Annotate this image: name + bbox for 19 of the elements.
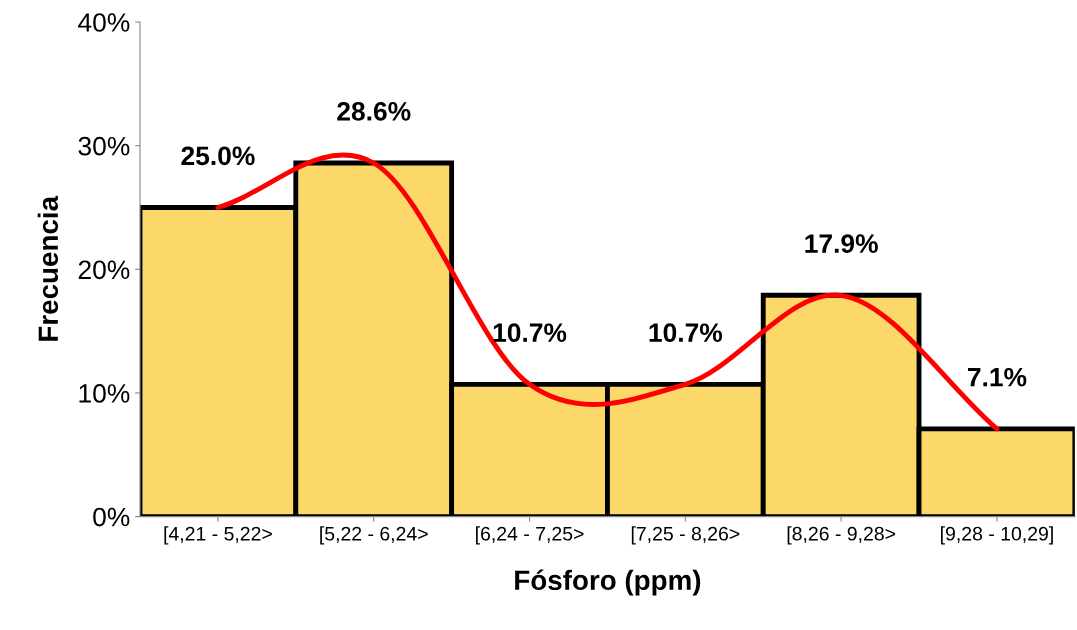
data-label: 28.6% — [337, 102, 411, 121]
data-label: 25.0% — [181, 146, 255, 166]
x-tick-label: [8,26 - 9,28> — [787, 526, 896, 545]
x-tick-label: [6,24 - 7,25> — [476, 526, 584, 545]
x-tick-label: [9,28 - 10,29] — [941, 526, 1053, 545]
y-tick-label: 20% — [78, 260, 130, 280]
x-tick-label: [5,22 - 6,24> — [320, 526, 428, 545]
y-tick-label: 40% — [78, 13, 130, 32]
y-tick-label: 10% — [79, 384, 130, 403]
x-tick-label: [4,21 - 5,22> — [164, 526, 272, 545]
data-label: 7.1% — [968, 367, 1027, 387]
x-tick-label: [7,25 - 8,26> — [631, 526, 740, 545]
y-axis-title: Frecuencia — [37, 195, 59, 341]
data-label: 10.7% — [493, 323, 567, 342]
data-label: 10.7% — [649, 323, 723, 342]
data-label: 17.9% — [805, 234, 878, 253]
x-axis-title: Fósforo (ppm) — [515, 569, 701, 596]
y-tick-label: 30% — [78, 136, 130, 156]
y-tick-label: 0% — [93, 507, 130, 527]
